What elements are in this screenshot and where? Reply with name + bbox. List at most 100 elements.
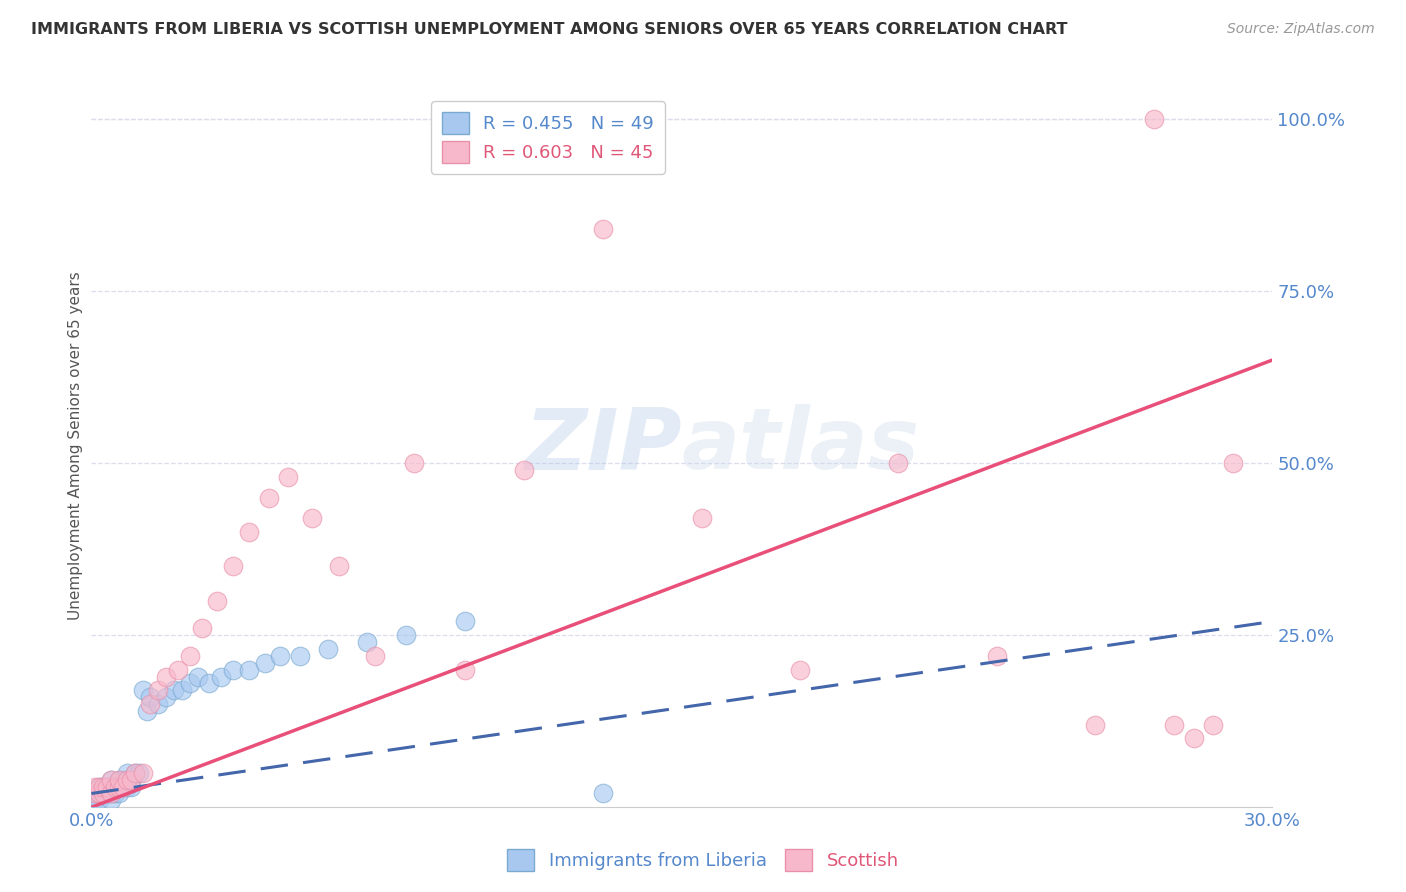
Point [316, 642, 339, 657]
Point [104, 787, 127, 801]
Point [104, 780, 127, 794]
Text: Source: ZipAtlas.com: Source: ZipAtlas.com [1227, 22, 1375, 37]
Point [100, 787, 122, 801]
Point [91, 780, 114, 794]
Point [84, 787, 107, 801]
Point [104, 780, 127, 794]
Text: IMMIGRANTS FROM LIBERIA VS SCOTTISH UNEMPLOYMENT AMONG SENIORS OVER 65 YEARS COR: IMMIGRANTS FROM LIBERIA VS SCOTTISH UNEM… [31, 22, 1067, 37]
Point [128, 765, 150, 780]
Point [89, 793, 111, 807]
Point [269, 648, 291, 663]
Point [179, 648, 201, 663]
Point [100, 793, 122, 807]
Point [96, 780, 118, 794]
Point [163, 683, 186, 698]
Point [170, 683, 193, 698]
Point [887, 456, 910, 470]
Point [120, 780, 142, 794]
Point [96, 780, 118, 794]
Point [454, 663, 477, 677]
Point [187, 669, 209, 683]
Point [1222, 456, 1244, 470]
Point [84, 793, 107, 807]
Point [986, 648, 1008, 663]
Point [222, 663, 245, 677]
Text: atlas: atlas [682, 404, 920, 488]
Y-axis label: Unemployment Among Seniors over 65 years: Unemployment Among Seniors over 65 years [67, 272, 83, 620]
Point [592, 787, 614, 801]
Point [404, 456, 426, 470]
Point [690, 511, 713, 525]
Point [148, 697, 170, 711]
Point [135, 704, 157, 718]
Point [124, 765, 146, 780]
Point [1143, 112, 1166, 127]
Point [592, 222, 614, 236]
Point [108, 772, 131, 787]
Point [364, 648, 387, 663]
Point [111, 772, 134, 787]
Point [131, 765, 153, 780]
Point [257, 491, 280, 505]
Point [108, 780, 131, 794]
Point [209, 669, 232, 683]
Legend: Immigrants from Liberia, Scottish: Immigrants from Liberia, Scottish [501, 842, 905, 879]
Point [1182, 731, 1205, 746]
Point [124, 765, 146, 780]
Point [100, 772, 122, 787]
Point [120, 772, 142, 787]
Point [108, 772, 131, 787]
Text: ZIP: ZIP [524, 404, 682, 488]
Point [190, 621, 212, 635]
Point [148, 683, 170, 698]
Point [155, 690, 177, 705]
Point [91, 787, 114, 801]
Point [100, 780, 122, 794]
Point [395, 628, 418, 642]
Point [1163, 717, 1185, 731]
Point [139, 690, 162, 705]
Point [89, 787, 111, 801]
Point [356, 635, 378, 649]
Point [238, 524, 260, 539]
Point [111, 780, 134, 794]
Point [100, 787, 122, 801]
Point [301, 511, 323, 525]
Point [288, 648, 311, 663]
Point [198, 676, 221, 690]
Point [454, 615, 477, 629]
Point [91, 787, 114, 801]
Point [155, 669, 177, 683]
Point [1084, 717, 1107, 731]
Point [89, 780, 111, 794]
Point [207, 594, 229, 608]
Point [100, 772, 122, 787]
Point [96, 787, 118, 801]
Point [328, 559, 350, 574]
Point [253, 656, 276, 670]
Point [111, 780, 134, 794]
Point [513, 463, 536, 477]
Point [115, 765, 138, 780]
Point [139, 697, 162, 711]
Point [179, 676, 201, 690]
Point [89, 780, 111, 794]
Point [167, 663, 190, 677]
Point [115, 780, 138, 794]
Point [96, 787, 118, 801]
Point [238, 663, 260, 677]
Point [84, 787, 107, 801]
Point [89, 787, 111, 801]
Legend: R = 0.455   N = 49, R = 0.603   N = 45: R = 0.455 N = 49, R = 0.603 N = 45 [432, 101, 665, 174]
Point [1202, 717, 1225, 731]
Point [120, 772, 142, 787]
Point [108, 787, 131, 801]
Point [222, 559, 245, 574]
Point [91, 787, 114, 801]
Point [84, 780, 107, 794]
Point [91, 780, 114, 794]
Point [789, 663, 811, 677]
Point [277, 470, 299, 484]
Point [131, 683, 153, 698]
Point [115, 772, 138, 787]
